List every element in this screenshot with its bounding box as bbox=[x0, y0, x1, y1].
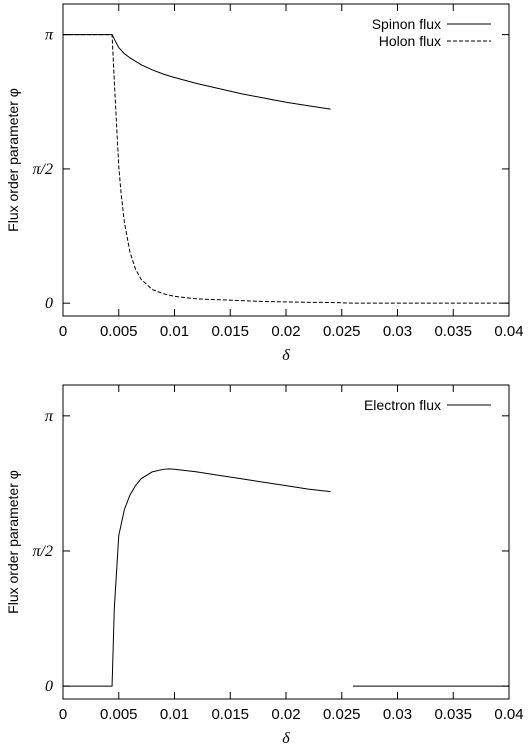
y-axis-label: Flux order parameter φ bbox=[5, 88, 21, 232]
x-tick-label: 0.005 bbox=[100, 323, 138, 340]
x-tick-label: 0.04 bbox=[494, 706, 523, 723]
x-tick-labels: 0 0.005 0.01 0.015 0.02 0.025 0.03 0.035 0.04 bbox=[59, 706, 524, 723]
series-line-holon-flux bbox=[63, 34, 509, 304]
tick-marks bbox=[62, 4, 510, 316]
plot-frame bbox=[62, 3, 510, 317]
x-tick-label: 0.02 bbox=[271, 323, 300, 340]
y-tick-label: π/2 bbox=[33, 161, 53, 178]
x-tick-labels: 0 0.005 0.01 0.015 0.02 0.025 0.03 0.035 0.04 bbox=[59, 323, 524, 340]
x-axis-label: δ bbox=[282, 347, 290, 364]
legend-label: Holon flux bbox=[379, 33, 441, 49]
y-tick-labels: 0 π/2 π bbox=[33, 408, 54, 695]
y-tick-label: π bbox=[45, 408, 54, 425]
top-panel: 0 0.005 0.01 0.015 0.02 0.025 0.03 0.035 0.04 0 π… bbox=[5, 3, 524, 364]
x-tick-label: 0.025 bbox=[323, 706, 361, 723]
x-tick-label: 0.035 bbox=[434, 706, 472, 723]
x-tick-label: 0.01 bbox=[160, 323, 189, 340]
y-tick-label: π bbox=[45, 27, 54, 44]
x-tick-label: 0.03 bbox=[383, 323, 412, 340]
x-tick-label: 0 bbox=[59, 706, 67, 723]
bottom-panel: 0 0.005 0.01 0.015 0.02 0.025 0.03 0.035 0.04 0 π… bbox=[5, 384, 524, 747]
x-tick-label: 0.02 bbox=[271, 706, 300, 723]
legend-label: Spinon flux bbox=[372, 16, 441, 32]
x-tick-label: 0.015 bbox=[211, 323, 249, 340]
x-tick-label: 0.015 bbox=[211, 706, 249, 723]
x-tick-label: 0.01 bbox=[160, 706, 189, 723]
tick-marks bbox=[62, 385, 510, 699]
y-tick-labels: 0 π/2 π bbox=[33, 27, 54, 313]
x-tick-label: 0.005 bbox=[100, 706, 138, 723]
series-lines bbox=[63, 468, 509, 687]
x-tick-label: 0.035 bbox=[434, 323, 472, 340]
x-tick-label: 0.04 bbox=[494, 323, 523, 340]
x-tick-label: 0.03 bbox=[383, 706, 412, 723]
y-tick-label: 0 bbox=[45, 295, 53, 312]
y-axis-label: Flux order parameter φ bbox=[5, 470, 21, 614]
x-tick-label: 0 bbox=[59, 323, 67, 340]
series-lines bbox=[63, 34, 509, 304]
series-line-spinon-flux bbox=[63, 34, 331, 110]
legend: Electron flux bbox=[364, 397, 491, 413]
legend-label: Electron flux bbox=[364, 397, 441, 413]
plot-frame bbox=[62, 384, 510, 700]
series-line-electron-flux bbox=[63, 468, 509, 687]
y-tick-label: 0 bbox=[45, 678, 53, 695]
y-tick-label: π/2 bbox=[33, 543, 53, 560]
x-axis-label: δ bbox=[282, 730, 290, 747]
x-tick-label: 0.025 bbox=[323, 323, 361, 340]
